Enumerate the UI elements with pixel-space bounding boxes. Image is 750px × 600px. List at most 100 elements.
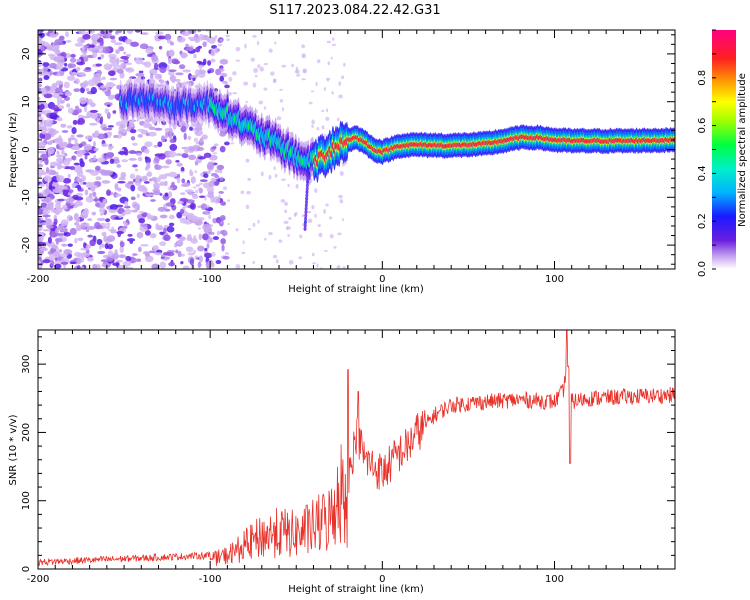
spectrogram-noise-blob — [96, 217, 106, 222]
spectrogram-noise-blob — [90, 36, 100, 41]
spectrogram-noise-blob — [288, 216, 292, 221]
spectrogram-noise-blob — [222, 255, 230, 260]
spectrogram-noise-blob — [88, 192, 93, 198]
spectrogram-y-axis-label: Frequency (Hz) — [8, 112, 19, 188]
spectrogram-noise-blob — [62, 177, 72, 184]
spectrogram-streak-cell — [304, 210, 308, 215]
spectrogram-noise-blob — [104, 243, 109, 250]
spectrogram-noise-blob — [64, 62, 68, 67]
spectrogram-noise-blob — [90, 86, 98, 95]
spectrogram-noise-blob — [130, 196, 136, 201]
spectrogram-noise-blob — [301, 78, 306, 81]
spectrogram-noise-blob — [105, 257, 114, 262]
spectrogram-noise-blob — [235, 228, 239, 232]
spectrogram-noise-blob — [213, 143, 219, 147]
spectrogram-streak-cell — [305, 183, 309, 188]
spectrogram-noise-blob — [62, 204, 68, 210]
spectrogram-noise-blob — [210, 251, 216, 257]
spectrogram-noise-blob — [168, 214, 175, 220]
spectrogram-noise-blob — [95, 264, 101, 269]
spectrogram-noise-blob — [116, 134, 123, 139]
spectrogram-noise-blob — [165, 159, 172, 165]
spectrogram-noise-blob — [307, 218, 313, 223]
spectrogram-noise-blob — [42, 62, 50, 67]
spectrogram-noise-blob — [52, 244, 58, 250]
snr-x-axis-label: Height of straight line (km) — [288, 584, 424, 595]
y-tick-label: 0 — [21, 566, 32, 572]
spectrogram-noise-blob — [195, 184, 201, 187]
spectrogram-noise-blob — [77, 237, 84, 242]
spectrogram-noise-blob — [129, 129, 137, 134]
spectrogram-noise-blob — [55, 227, 59, 234]
spectrogram-streak-cell — [303, 223, 307, 228]
spectrogram-noise-blob — [200, 203, 208, 211]
spectrogram-noise-blob — [100, 116, 104, 123]
spectrogram-noise-blob — [74, 105, 80, 110]
spectrogram-noise-blob — [77, 188, 84, 192]
spectrogram-noise-blob — [127, 233, 133, 237]
spectrogram-noise-blob — [76, 192, 84, 197]
y-tick-label: 20 — [21, 48, 32, 61]
x-tick-label: -100 — [199, 274, 222, 285]
spectrogram-noise-blob — [93, 154, 97, 161]
spectrogram-noise-blob — [98, 244, 102, 250]
spectrogram-noise-blob — [123, 222, 128, 227]
spectrogram-noise-blob — [268, 48, 273, 53]
spectrogram-noise-blob — [58, 249, 63, 253]
spectrogram-noise-blob — [99, 212, 104, 216]
spectrogram-noise-blob — [272, 78, 277, 83]
spectrogram-noise-blob — [221, 73, 228, 78]
spectrogram-noise-blob — [71, 145, 80, 150]
spectrogram-noise-blob — [105, 222, 111, 226]
spectrogram-noise-blob — [49, 112, 58, 120]
spectrogram-noise-blob — [45, 203, 54, 211]
spectrogram-noise-blob — [245, 204, 250, 210]
spectrogram-noise-blob — [218, 194, 221, 199]
spectrogram-noise-blob — [169, 74, 176, 82]
y-tick-label: -20 — [21, 237, 32, 253]
spectrogram-noise-blob — [179, 208, 185, 215]
spectrogram-noise-blob — [308, 101, 313, 105]
spectrogram-noise-blob — [273, 166, 276, 171]
spectrogram-noise-blob — [252, 35, 257, 38]
spectrogram-noise-blob — [102, 126, 108, 131]
spectrogram-noise-blob — [338, 194, 343, 199]
spectrogram-noise-blob — [341, 161, 346, 167]
spectrogram-noise-blob — [317, 224, 321, 228]
spectrogram-noise-blob — [279, 88, 283, 92]
spectrogram-noise-blob — [216, 164, 225, 171]
spectrogram-noise-blob — [155, 177, 161, 183]
spectrogram-noise-blob — [38, 69, 43, 76]
spectrogram-noise-blob — [207, 193, 215, 199]
spectrogram-noise-blob — [268, 174, 272, 180]
spectrogram-noise-blob — [44, 158, 49, 165]
spectrogram-noise-blob — [185, 43, 190, 47]
spectrogram-noise-blob — [140, 32, 149, 35]
spectrogram-noise-blob — [131, 142, 138, 146]
spectrogram-noise-blob — [180, 260, 184, 265]
spectrogram-noise-blob — [247, 177, 252, 181]
spectrogram-noise-blob — [63, 249, 73, 255]
spectrogram-noise-blob — [118, 215, 122, 219]
spectrogram-noise-blob — [245, 100, 249, 104]
spectrogram-noise-blob — [155, 265, 160, 269]
spectrogram-noise-blob — [104, 170, 113, 176]
spectrogram-noise-blob — [85, 196, 94, 203]
spectrogram-streak-cell — [305, 196, 309, 201]
spectrogram-noise-blob — [248, 227, 251, 231]
spectrogram-noise-blob — [61, 124, 66, 128]
spectrogram-noise-blob — [38, 42, 42, 49]
spectrogram-noise-blob — [109, 158, 115, 164]
spectrogram-noise-blob — [63, 232, 71, 237]
spectrogram-noise-blob — [174, 78, 181, 82]
spectrogram-noise-blob — [101, 232, 106, 237]
spectrogram-noise-blob — [115, 49, 120, 55]
spectrogram-noise-blob — [323, 87, 327, 91]
spectrogram-noise-blob — [92, 191, 97, 197]
spectrogram-noise-blob — [58, 92, 64, 95]
spectrogram-noise-blob — [77, 117, 85, 125]
spectrogram-noise-blob — [50, 259, 55, 267]
spectrogram-noise-blob — [55, 154, 65, 158]
spectrogram-noise-blob — [83, 144, 93, 151]
spectrogram-noise-blob — [122, 261, 132, 267]
